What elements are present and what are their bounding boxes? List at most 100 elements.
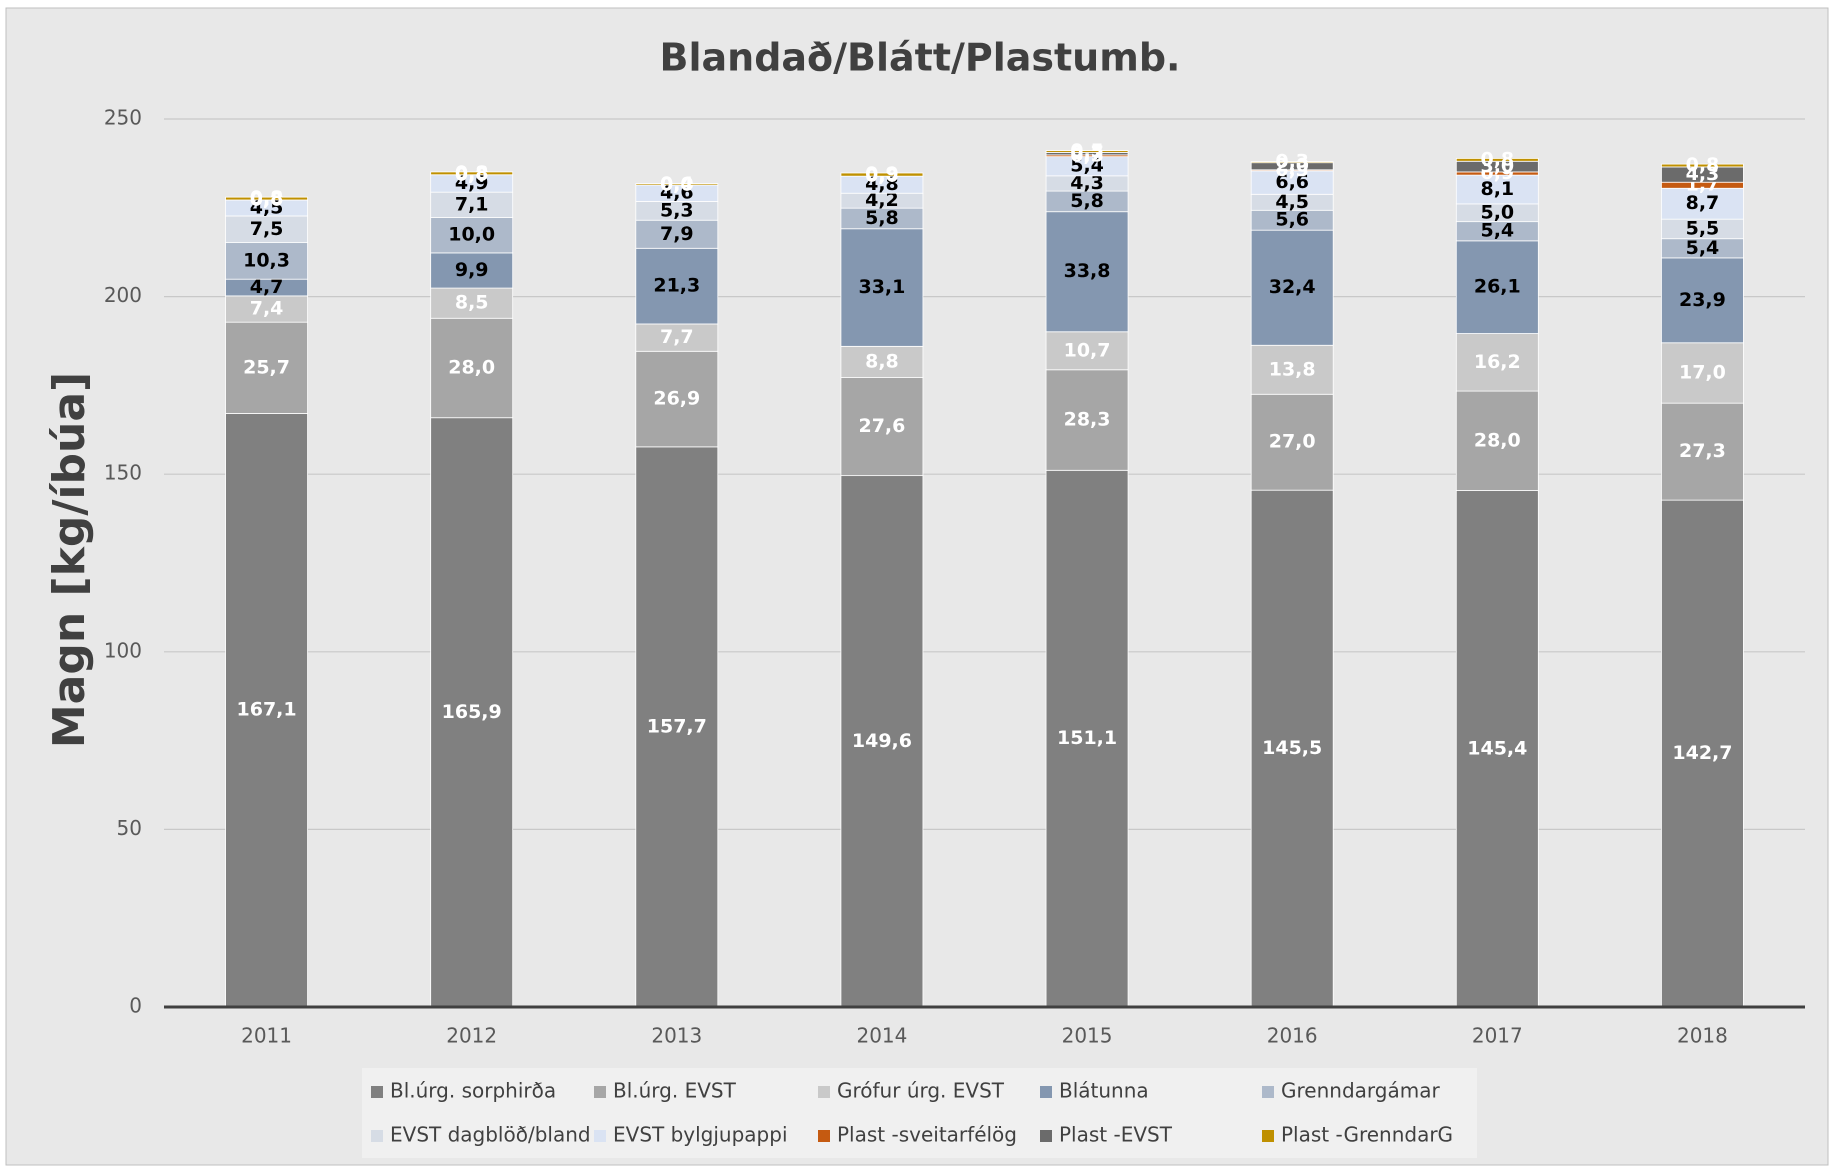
legend-label: EVST dagblöð/bland — [390, 1123, 591, 1147]
data-label: 0,8 — [455, 162, 489, 184]
data-label: 151,1 — [1057, 727, 1117, 749]
y-tick-label: 250 — [104, 106, 142, 130]
data-label: 13,8 — [1269, 358, 1316, 380]
data-label: 32,4 — [1269, 276, 1316, 298]
data-label: 5,4 — [1070, 155, 1104, 177]
data-label: 4,9 — [455, 172, 489, 194]
bar-segment — [1455, 390, 1539, 491]
legend-label: Plast -sveitarfélög — [837, 1123, 1017, 1147]
bar-segment — [1661, 342, 1744, 404]
legend-background — [362, 1068, 1477, 1158]
bar-segment — [1250, 229, 1334, 346]
legend-label: Grófur úrg. EVST — [837, 1079, 1005, 1103]
bar-segment — [430, 216, 514, 254]
data-label: 10,0 — [448, 224, 495, 246]
data-label: 28,3 — [1064, 409, 1111, 431]
bar-segment — [225, 242, 308, 280]
bar-segment — [430, 191, 514, 218]
data-label: 5,5 — [1686, 217, 1720, 239]
bar-segment — [840, 475, 924, 1008]
data-label: 16,2 — [1474, 351, 1521, 373]
data-label: 27,0 — [1269, 431, 1316, 453]
data-label: 0,4 — [660, 173, 694, 195]
bar-segment — [635, 219, 719, 249]
bar-segment — [1045, 150, 1129, 153]
legend-swatch — [1040, 1086, 1052, 1098]
bar-segment — [430, 417, 514, 1008]
data-label: 25,7 — [243, 356, 290, 378]
bar-segment — [1250, 344, 1334, 395]
data-label: 4,2 — [865, 189, 899, 211]
data-label: 7,4 — [250, 298, 284, 320]
data-label: 5,4 — [1686, 237, 1720, 259]
bar-segment — [430, 287, 514, 319]
data-label: 0,9 — [865, 163, 899, 185]
data-label: 8,1 — [1480, 178, 1514, 200]
data-label: 23,9 — [1679, 289, 1726, 311]
data-label: 26,9 — [653, 388, 700, 410]
data-label: 0,3 — [1275, 151, 1309, 173]
data-label: 4,3 — [1070, 172, 1104, 194]
bar-segment — [1661, 163, 1744, 168]
data-label: 8,7 — [1686, 192, 1720, 214]
data-label: 4,5 — [1275, 191, 1309, 213]
legend-swatch — [1262, 1086, 1274, 1098]
data-label: 2,0 — [1275, 155, 1309, 177]
bar-segment — [1250, 161, 1334, 164]
data-label: 5,0 — [1480, 201, 1514, 223]
legend-swatch — [594, 1086, 606, 1098]
chart-title: Blandað/Blátt/Plastumb. — [660, 36, 1181, 80]
bar-segment — [635, 323, 719, 352]
legend-label: Plast -GrenndarG — [1281, 1123, 1453, 1147]
legend-label: Blátunna — [1059, 1079, 1149, 1103]
data-label: 6,6 — [1275, 171, 1309, 193]
y-tick-label: 200 — [104, 283, 142, 307]
bar-segment — [225, 321, 308, 414]
bar-segment — [840, 172, 924, 177]
legend-swatch — [1040, 1130, 1052, 1142]
bar-segment — [1661, 257, 1744, 344]
data-label: 26,1 — [1474, 276, 1521, 298]
bar-segment — [430, 171, 514, 176]
data-label: 149,6 — [852, 730, 912, 752]
x-tick-label: 2015 — [1062, 1024, 1113, 1048]
legend-label: Bl.úrg. sorphirða — [390, 1079, 556, 1103]
x-tick-label: 2017 — [1472, 1024, 1523, 1048]
data-label: 9,9 — [455, 259, 489, 281]
data-label: 167,1 — [237, 699, 297, 721]
data-label: 27,3 — [1679, 440, 1726, 462]
data-label: 17,0 — [1679, 361, 1726, 383]
data-label: 4,3 — [1686, 163, 1720, 185]
legend-label: Plast -EVST — [1059, 1123, 1173, 1147]
data-label: 4,7 — [250, 276, 284, 298]
y-axis-label: Magn [kg/íbúa] — [44, 372, 95, 748]
data-label: 5,4 — [1480, 220, 1514, 242]
data-label: 0,7 — [1070, 142, 1104, 164]
data-label: 165,9 — [442, 701, 502, 723]
data-label: 33,8 — [1064, 260, 1111, 282]
data-label: 7,5 — [250, 218, 284, 240]
x-tick-label: 2018 — [1677, 1024, 1728, 1048]
data-label: 28,0 — [1474, 429, 1521, 451]
x-tick-label: 2013 — [651, 1024, 702, 1048]
bar-segment — [1455, 490, 1539, 1008]
legend-swatch — [1262, 1130, 1274, 1142]
data-label: 4,6 — [660, 182, 694, 204]
data-label: 142,7 — [1672, 742, 1732, 764]
bar-segment — [1250, 489, 1334, 1008]
data-label: 145,4 — [1467, 737, 1527, 759]
bar-segment — [1455, 240, 1539, 334]
bar-segment — [635, 350, 719, 448]
data-label: 33,1 — [858, 276, 905, 298]
legend-label: EVST bylgjupappi — [613, 1123, 788, 1147]
bar-segment — [225, 295, 308, 323]
y-tick-label: 0 — [129, 994, 142, 1018]
bar-segment — [430, 252, 514, 289]
data-label: 5,8 — [1070, 190, 1104, 212]
bar-segment — [225, 196, 308, 201]
data-label: 157,7 — [647, 715, 707, 737]
bar-segment — [1455, 174, 1539, 205]
x-tick-label: 2016 — [1267, 1024, 1318, 1048]
legend-swatch — [818, 1086, 830, 1098]
